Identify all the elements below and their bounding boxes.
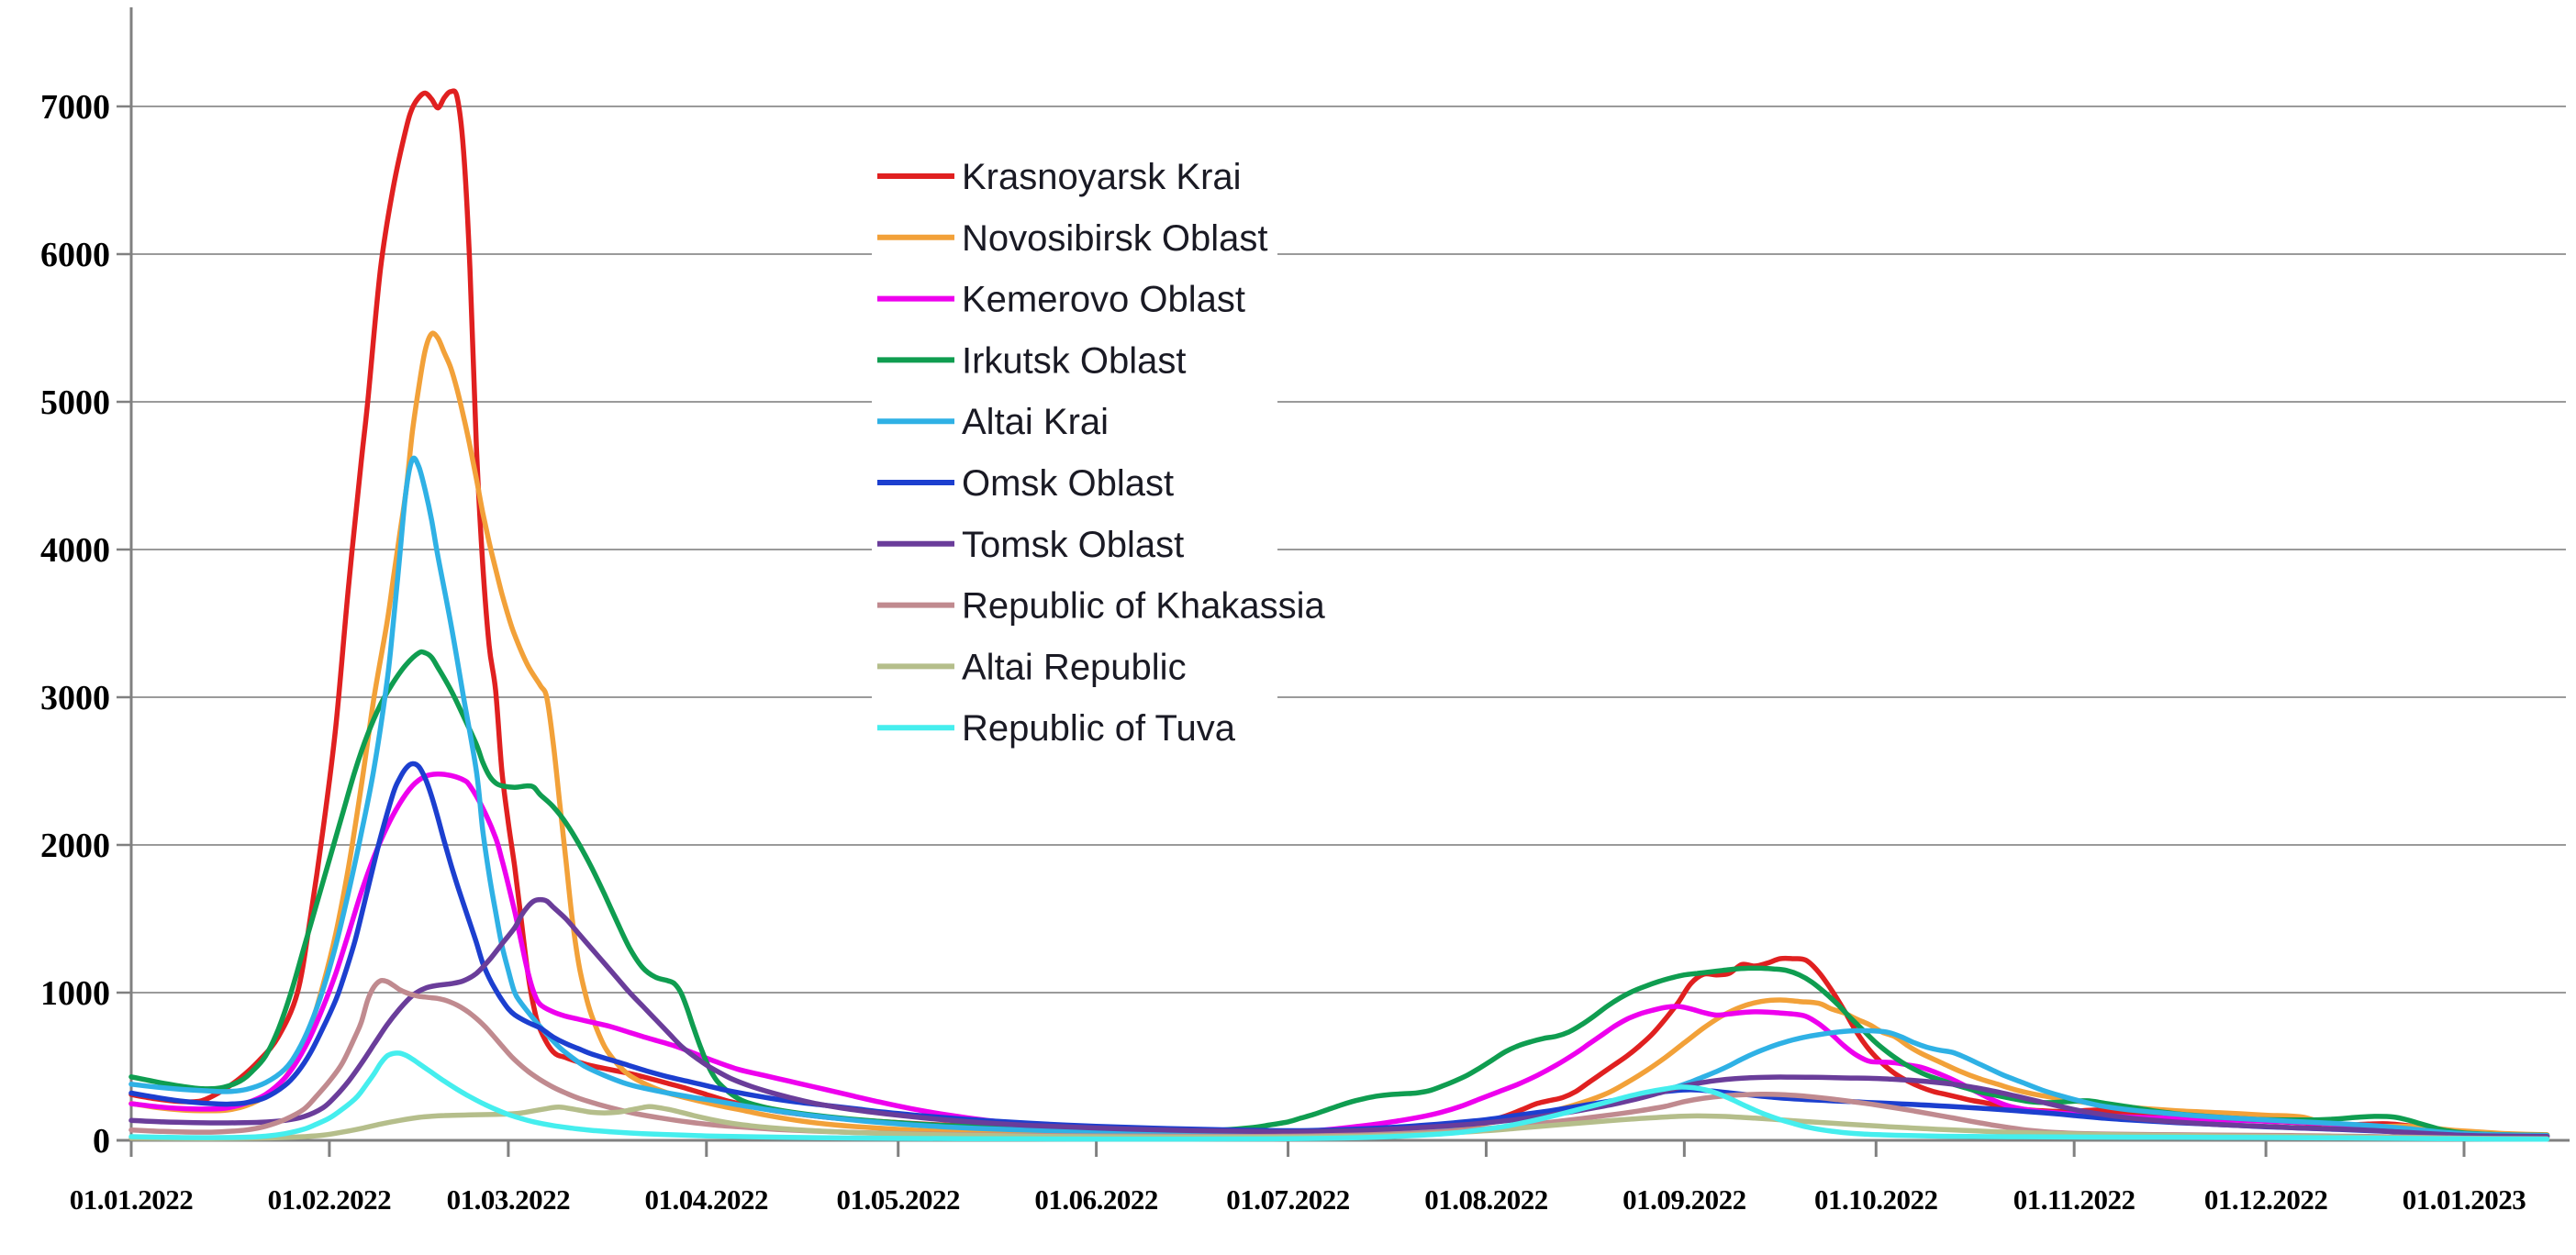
x-axis-label: 01.10.2022 xyxy=(1814,1183,1938,1216)
x-axis-label: 01.07.2022 xyxy=(1226,1183,1350,1216)
legend-label: Republic of Khakassia xyxy=(962,586,1326,627)
legend-item-omsk-oblast: Omsk Oblast xyxy=(877,463,1174,504)
legend-box xyxy=(872,138,1277,758)
series-line-tomsk-oblast xyxy=(128,896,2550,1139)
legend-label: Krasnoyarsk Krai xyxy=(962,157,1242,197)
legend-item-irkutsk-oblast: Irkutsk Oblast xyxy=(877,340,1187,381)
y-axis-label: 2000 xyxy=(40,827,110,865)
y-axis-label: 4000 xyxy=(40,531,110,570)
y-axis-label: 5000 xyxy=(40,383,110,422)
legend-item-altai-republic: Altai Republic xyxy=(877,647,1187,687)
y-axis-label: 6000 xyxy=(40,236,110,274)
series-line-irkutsk-oblast xyxy=(128,649,2550,1138)
legend-label: Omsk Oblast xyxy=(962,463,1174,504)
legend-label: Irkutsk Oblast xyxy=(962,340,1187,381)
series-line-krasnoyarsk-krai xyxy=(128,88,2550,1138)
series-line-republic-of-tuva xyxy=(128,1050,2550,1142)
x-axis-label: 01.08.2022 xyxy=(1424,1183,1548,1216)
series-line-omsk-oblast xyxy=(128,761,2550,1139)
legend-item-republic-of-khakassia: Republic of Khakassia xyxy=(877,586,1326,627)
legend-item-novosibirsk-oblast: Novosibirsk Oblast xyxy=(877,218,1267,259)
legend-item-republic-of-tuva: Republic of Tuva xyxy=(877,708,1236,749)
x-axis-label: 01.04.2022 xyxy=(645,1183,769,1216)
legend-label: Altai Republic xyxy=(962,647,1187,687)
y-axis-label: 7000 xyxy=(40,88,110,127)
x-axis-label: 01.11.2022 xyxy=(2013,1183,2136,1216)
legend-label: Kemerovo Oblast xyxy=(962,280,1245,320)
legend-item-tomsk-oblast: Tomsk Oblast xyxy=(877,525,1184,565)
x-axis-label: 01.12.2022 xyxy=(2204,1183,2328,1216)
x-axis-label: 01.03.2022 xyxy=(447,1183,571,1216)
y-axis-label: 1000 xyxy=(40,974,110,1013)
legend-item-kemerovo-oblast: Kemerovo Oblast xyxy=(877,280,1245,320)
x-axis-label: 01.02.2022 xyxy=(268,1183,392,1216)
x-axis-label: 01.01.2023 xyxy=(2403,1183,2526,1216)
legend-item-altai-krai: Altai Krai xyxy=(877,402,1109,442)
legend-label: Republic of Tuva xyxy=(962,708,1236,749)
legend-label: Altai Krai xyxy=(962,402,1109,442)
x-axis-label: 01.01.2022 xyxy=(70,1183,194,1216)
y-axis-label: 0 xyxy=(93,1122,110,1161)
x-axis-label: 01.05.2022 xyxy=(836,1183,960,1216)
legend-label: Novosibirsk Oblast xyxy=(962,218,1267,259)
legend-label: Tomsk Oblast xyxy=(962,525,1184,565)
series-line-novosibirsk-oblast xyxy=(128,330,2550,1138)
x-axis-label: 01.06.2022 xyxy=(1034,1183,1158,1216)
legend-item-krasnoyarsk-krai: Krasnoyarsk Krai xyxy=(877,157,1242,197)
x-axis-label: 01.09.2022 xyxy=(1623,1183,1746,1216)
y-axis-label: 3000 xyxy=(40,679,110,717)
